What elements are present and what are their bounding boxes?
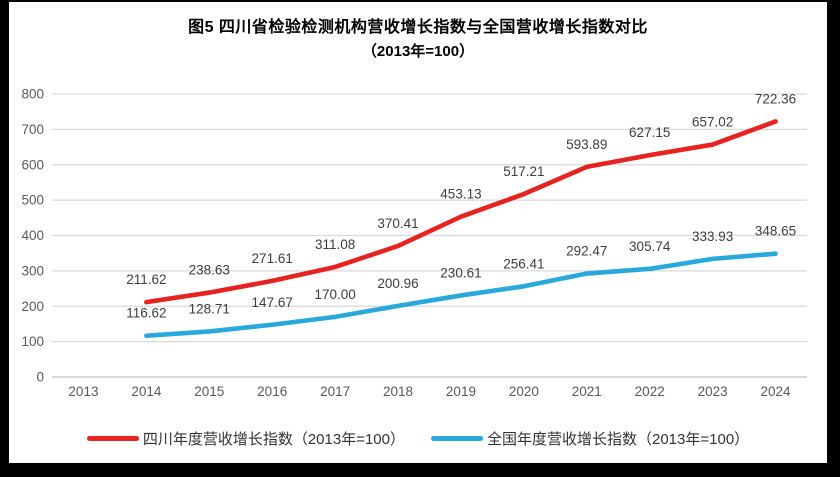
data-label-sichuan-2021: 593.89 bbox=[566, 137, 607, 152]
series-line-sichuan bbox=[144, 119, 778, 305]
data-label-national-2021: 292.47 bbox=[566, 244, 607, 259]
y-tick-label-600: 600 bbox=[21, 157, 44, 172]
data-label-sichuan-2018: 370.41 bbox=[377, 216, 418, 231]
y-tick-label-800: 800 bbox=[21, 87, 44, 102]
y-tick-label-200: 200 bbox=[21, 299, 44, 314]
data-label-sichuan-2015: 238.63 bbox=[189, 263, 230, 278]
y-tick-label-100: 100 bbox=[21, 334, 44, 349]
data-label-national-2020: 256.41 bbox=[503, 256, 544, 271]
data-label-national-2019: 230.61 bbox=[440, 265, 481, 280]
plot-svg: 0 100 200 300 400 500 600 700 800 2013 2014 2015 201… bbox=[21, 87, 807, 399]
x-tick-label-2015: 2015 bbox=[194, 384, 224, 399]
y-tick-label-300: 300 bbox=[21, 263, 44, 278]
legend-dash-sichuan-icon bbox=[86, 436, 139, 441]
data-label-sichuan-2020: 517.21 bbox=[503, 164, 544, 179]
legend-label-sichuan: 四川年度营收增长指数（2013年=100） bbox=[142, 431, 405, 448]
data-label-national-2024: 348.65 bbox=[755, 224, 796, 239]
data-label-sichuan-2024: 722.36 bbox=[755, 91, 796, 106]
x-tick-label-2014: 2014 bbox=[131, 384, 162, 399]
x-tick-label-2020: 2020 bbox=[509, 384, 539, 399]
legend-label-national: 全国年度营收增长指数（2013年=100） bbox=[487, 431, 750, 448]
data-label-sichuan-2016: 271.61 bbox=[252, 251, 293, 266]
x-tick-label-2017: 2017 bbox=[320, 384, 350, 399]
chart-card: 图5 四川省检验检测机构营收增长指数与全国营收增长指数对比 （2013年=100… bbox=[9, 2, 827, 463]
data-label-national-2023: 333.93 bbox=[692, 229, 733, 244]
data-label-sichuan-2023: 657.02 bbox=[692, 115, 733, 130]
x-tick-label-2024: 2024 bbox=[761, 384, 792, 399]
legend-item-national: 全国年度营收增长指数（2013年=100） bbox=[431, 428, 749, 449]
data-label-national-2022: 305.74 bbox=[629, 239, 671, 254]
chart-title: 图5 四川省检验检测机构营收增长指数与全国营收增长指数对比 bbox=[188, 19, 648, 36]
data-label-national-2018: 200.96 bbox=[377, 276, 418, 291]
legend-item-sichuan: 四川年度营收增长指数（2013年=100） bbox=[86, 428, 405, 449]
legend: 四川年度营收增长指数（2013年=100） 全国年度营收增长指数（2013年=1… bbox=[9, 428, 827, 449]
data-label-sichuan-2019: 453.13 bbox=[440, 187, 481, 202]
legend-dash-national-icon bbox=[431, 436, 483, 441]
data-label-sichuan-2017: 311.08 bbox=[315, 237, 355, 252]
data-label-national-2016: 147.67 bbox=[252, 295, 293, 310]
chart-subtitle: （2013年=100） bbox=[361, 43, 475, 60]
x-tick-label-2023: 2023 bbox=[698, 384, 728, 399]
y-tick-label-0: 0 bbox=[36, 370, 44, 385]
x-tick-label-2018: 2018 bbox=[383, 384, 413, 399]
x-tick-label-2016: 2016 bbox=[257, 384, 287, 399]
data-label-national-2015: 128.71 bbox=[189, 301, 230, 316]
y-tick-label-500: 500 bbox=[21, 193, 44, 208]
x-tick-label-2013: 2013 bbox=[68, 384, 98, 399]
series-line-national bbox=[144, 251, 778, 339]
x-tick-label-2019: 2019 bbox=[446, 384, 476, 399]
y-tick-label-400: 400 bbox=[21, 228, 44, 243]
data-label-national-2017: 170.00 bbox=[314, 287, 355, 302]
data-label-sichuan-2022: 627.15 bbox=[629, 125, 670, 140]
y-tick-label-700: 700 bbox=[21, 122, 44, 137]
x-tick-label-2021: 2021 bbox=[572, 384, 602, 399]
data-label-national-2014: 116.62 bbox=[126, 306, 166, 321]
chart-title-block: 图5 四川省检验检测机构营收增长指数与全国营收增长指数对比 （2013年=100… bbox=[9, 16, 827, 64]
x-tick-label-2022: 2022 bbox=[635, 384, 665, 399]
data-label-sichuan-2014: 211.62 bbox=[126, 272, 166, 287]
